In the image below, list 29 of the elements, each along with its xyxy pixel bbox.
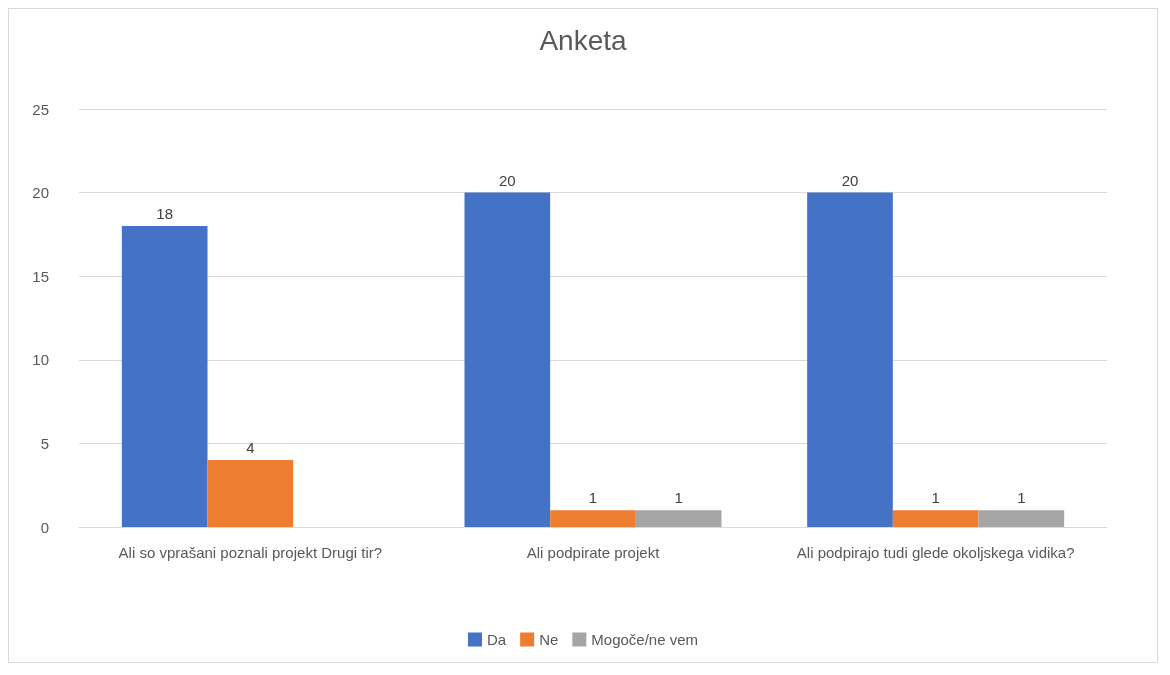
bar — [207, 460, 294, 527]
x-tick-label: Ali podpirajo tudi glede okoljskega vidika? — [796, 543, 1075, 561]
y-tick-label: 0 — [40, 518, 49, 536]
data-label: 18 — [156, 205, 174, 223]
bar — [978, 510, 1065, 527]
data-label: 20 — [498, 171, 516, 189]
data-label: 1 — [1017, 489, 1026, 507]
data-label: 1 — [588, 489, 598, 507]
bar — [892, 510, 979, 527]
chart-title: Anketa — [539, 24, 628, 56]
y-tick-label: 10 — [32, 351, 49, 369]
bar — [550, 510, 636, 527]
bar — [635, 510, 722, 527]
bar — [807, 192, 893, 527]
data-label: 1 — [931, 489, 940, 507]
x-tick-label: Ali podpirate projekt — [526, 543, 661, 561]
legend-label: Ne — [539, 631, 559, 648]
data-label: 4 — [246, 439, 255, 457]
legend-label: Da — [486, 631, 507, 648]
y-tick-label: 5 — [40, 434, 49, 452]
bar — [121, 226, 208, 527]
y-tick-label: 20 — [32, 184, 49, 202]
data-label: 20 — [841, 171, 859, 189]
y-tick-label: 25 — [32, 100, 49, 118]
data-label: 1 — [674, 489, 683, 507]
y-tick-label: 15 — [32, 267, 49, 285]
legend-label: Mogoče/ne vem — [591, 631, 699, 648]
bar — [464, 192, 551, 527]
x-tick-label: Ali so vprašani poznali projekt Drugi tir? — [118, 543, 383, 561]
